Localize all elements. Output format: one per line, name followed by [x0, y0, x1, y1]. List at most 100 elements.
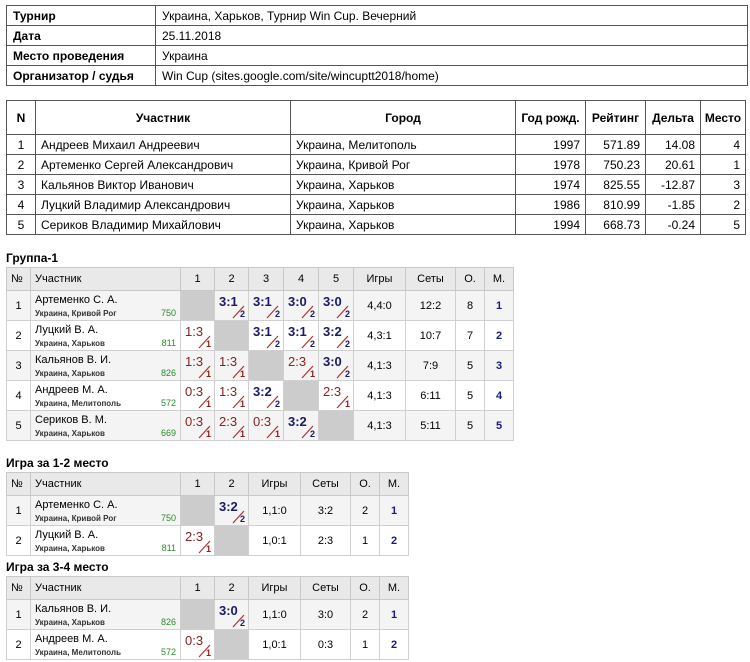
- group-row: 4 Андреев М. А. Украина, Мелитополь 572 0:3 1…: [6, 380, 514, 411]
- points: 5: [455, 410, 485, 441]
- score-cell: 2:3 1: [180, 525, 215, 556]
- participants-table: N Участник Город Год рожд. Рейтинг Дельта Мест…: [6, 100, 746, 235]
- header-cell: Год рожд.: [515, 100, 586, 135]
- player-city: Украина, Харьков: [35, 429, 105, 438]
- header-cell: Участник: [30, 267, 181, 291]
- header-cell: Сеты: [405, 267, 456, 291]
- sets: 3:2: [300, 495, 351, 526]
- slash: [232, 614, 245, 628]
- score: 3:0: [323, 294, 342, 309]
- info-value: 25.11.2018: [155, 25, 748, 46]
- player-name: Артеменко С. А.: [35, 499, 118, 511]
- score-mark: 1: [205, 544, 211, 554]
- slash: [336, 305, 349, 319]
- header-cell: Игры: [353, 267, 406, 291]
- games: 4,4:0: [353, 290, 406, 321]
- header-cell: 2: [214, 576, 249, 600]
- info-row: Место проведения Украина: [6, 45, 748, 66]
- header-cell: Участник: [30, 472, 181, 496]
- slash: [301, 365, 314, 379]
- score: 1:3: [219, 384, 238, 399]
- player-rating: 750: [160, 513, 176, 523]
- group-row: 3 Кальянов В. И. Украина, Харьков 826 1:3 1 1:…: [6, 350, 514, 381]
- slash: [301, 305, 314, 319]
- score-cell: [214, 629, 249, 660]
- score-cell: 3:1 2: [248, 290, 284, 321]
- group-row: 1 Артеменко С. А. Украина, Кривой Рог 750 3:…: [6, 290, 514, 321]
- score-mark: 2: [274, 399, 280, 409]
- player: Артеменко С. А. Украина, Кривой Рог 750: [30, 290, 181, 321]
- body: № Участник 1 2 3 4 5 Игры Сеты О. М. 1 Артеменко С. …: [6, 267, 514, 441]
- body: N Участник Город Год рожд. Рейтинг Дельта Мест…: [6, 100, 746, 235]
- score: 1:3: [185, 354, 204, 369]
- sets: 2:3: [300, 525, 351, 556]
- header-cell: М.: [379, 576, 409, 600]
- slash: [301, 425, 314, 439]
- cell: 5: [700, 214, 746, 235]
- score-cell: 3:0 2: [318, 290, 354, 321]
- cell: 4: [6, 194, 36, 215]
- cell: Сериков Владимир Михайлович: [35, 214, 291, 235]
- place: 2: [379, 629, 409, 660]
- header-cell: №: [6, 267, 31, 291]
- sets: 12:2: [405, 290, 456, 321]
- score: 0:3: [185, 633, 204, 648]
- score-mark: 1: [205, 399, 211, 409]
- games: 1,1:0: [248, 495, 301, 526]
- score-mark: 2: [309, 309, 315, 319]
- slash: [232, 365, 245, 379]
- score: 3:1: [288, 324, 307, 339]
- points: 1: [350, 525, 380, 556]
- player-name: Луцкий В. А.: [35, 324, 99, 336]
- header-cell: №: [6, 576, 31, 600]
- info-label: Дата: [6, 25, 156, 46]
- header-cell: N: [6, 100, 36, 135]
- slash: [232, 425, 245, 439]
- score: 0:3: [185, 414, 204, 429]
- score-mark: 2: [344, 369, 350, 379]
- cell: Украина, Харьков: [290, 214, 516, 235]
- header-cell: Дельта: [645, 100, 701, 135]
- score-mark: 2: [239, 309, 245, 319]
- slash: [198, 644, 211, 658]
- games: 4,1:3: [353, 410, 406, 441]
- header-cell: 2: [214, 472, 249, 496]
- sets: 3:0: [300, 599, 351, 630]
- score-cell: 1:3 1: [180, 350, 215, 381]
- score-mark: 2: [309, 339, 315, 349]
- place: 2: [379, 525, 409, 556]
- score-cell: 1:3 1: [214, 350, 249, 381]
- header-cell: Сеты: [300, 472, 351, 496]
- slash: [336, 365, 349, 379]
- score-mark: 1: [309, 369, 315, 379]
- header-cell: 2: [214, 267, 249, 291]
- games: 1,1:0: [248, 599, 301, 630]
- group-title: Игра за 3-4 место: [6, 560, 109, 574]
- points: 1: [350, 629, 380, 660]
- header-cell: Игры: [248, 472, 301, 496]
- cell: Украина, Харьков: [290, 194, 516, 215]
- score-cell: 3:1 2: [283, 320, 319, 351]
- player-rating: 826: [160, 617, 176, 627]
- info-label: Турнир: [6, 5, 156, 26]
- group-row: 2 Луцкий В. А. Украина, Харьков 811 1:3 1 3:1 2…: [6, 320, 514, 351]
- header-cell: 1: [180, 576, 215, 600]
- num: 1: [6, 290, 31, 321]
- score-cell: 0:3 1: [248, 410, 284, 441]
- group-table: № Участник 1 2 3 4 5 Игры Сеты О. М. 1 Артеменко С. …: [6, 267, 514, 441]
- cell: 3: [700, 174, 746, 195]
- cell: 810.99: [585, 194, 646, 215]
- score-mark: 2: [274, 309, 280, 319]
- cell: -0.24: [645, 214, 701, 235]
- cell: Украина, Кривой Рог: [290, 154, 516, 175]
- header-cell: Участник: [35, 100, 291, 135]
- group-title: Группа-1: [6, 251, 59, 265]
- header-cell: 5: [318, 267, 354, 291]
- player-city: Украина, Харьков: [35, 369, 105, 378]
- header-row: № Участник 1 2 Игры Сеты О. М.: [6, 576, 409, 600]
- player-rating: 572: [160, 647, 176, 657]
- player-city: Украина, Кривой Рог: [35, 309, 117, 318]
- score-cell: 0:3 1: [180, 629, 215, 660]
- points: 5: [455, 350, 485, 381]
- score: 2:3: [185, 529, 204, 544]
